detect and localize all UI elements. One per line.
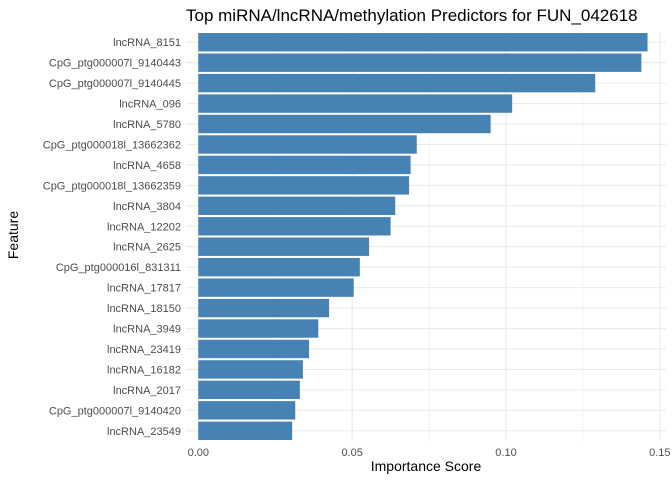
y-tick-label: lncRNA_2017 [113, 385, 181, 397]
y-tick-label: CpG_ptg000007l_9140443 [49, 58, 181, 70]
bar-lncRNA_23549 [198, 421, 293, 440]
x-axis-title: Importance Score [371, 458, 482, 474]
y-tick-label: lncRNA_17817 [107, 283, 181, 295]
grid-lines [186, 32, 666, 441]
chart-title: Top miRNA/lncRNA/methylation Predictors … [186, 6, 638, 25]
y-tick-label: lncRNA_3949 [113, 324, 181, 336]
y-tick-label: lncRNA_3804 [113, 201, 181, 213]
bar-CpG_ptg000007l_9140445 [198, 73, 596, 93]
x-tick-label: 0.05 [341, 447, 362, 459]
bar-lncRNA_4658 [198, 155, 411, 175]
y-tick-label: CpG_ptg000016l_831311 [56, 262, 181, 274]
y-tick-label: lncRNA_16182 [107, 364, 181, 376]
bar-CpG_ptg000007l_9140420 [198, 401, 296, 420]
bar-lncRNA_18150 [198, 298, 330, 318]
y-tick-label: lncRNA_5780 [113, 119, 181, 131]
y-tick-label: CpG_ptg000007l_9140445 [49, 78, 181, 90]
bar-lncRNA_3949 [198, 319, 319, 338]
y-tick-label: lncRNA_23419 [107, 344, 181, 356]
y-tick-label: CpG_ptg000018l_13662362 [43, 139, 181, 151]
bar-lncRNA_2625 [198, 237, 370, 256]
bar-CpG_ptg000018l_13662359 [198, 176, 410, 195]
bar-lncRNA_5780 [198, 114, 491, 134]
y-tick-label: lncRNA_12202 [107, 221, 181, 233]
x-tick-label: 0.10 [495, 447, 516, 459]
y-tick-label: CpG_ptg000007l_9140420 [49, 405, 181, 417]
bar-CpG_ptg000007l_9140443 [198, 53, 642, 72]
bars [198, 33, 648, 440]
bar-lncRNA_12202 [198, 217, 391, 236]
y-tick-labels: lncRNA_8151 CpG_ptg000007l_9140443 CpG_ptg… [43, 37, 181, 438]
x-tick-label: 0.15 [649, 447, 670, 459]
y-tick-label: lncRNA_23549 [107, 426, 181, 438]
x-tick-labels: 0.00 0.05 0.10 0.15 [188, 447, 671, 459]
x-tick-label: 0.00 [188, 447, 209, 459]
y-tick-label: lncRNA_18150 [107, 303, 181, 315]
y-tick-label: lncRNA_4658 [113, 160, 181, 172]
bar-lncRNA_8151 [198, 33, 648, 52]
y-tick-label: CpG_ptg000018l_13662359 [43, 180, 181, 192]
y-tick-label: lncRNA_2625 [113, 242, 181, 254]
bar-lncRNA_2017 [198, 380, 300, 400]
y-axis-title: Feature [5, 211, 21, 259]
bar-CpG_ptg000018l_13662362 [198, 135, 417, 154]
y-tick-label: lncRNA_096 [119, 99, 181, 111]
bar-lncRNA_096 [198, 94, 513, 113]
bar-lncRNA_23419 [198, 339, 310, 359]
bar-CpG_ptg000016l_831311 [198, 257, 360, 277]
bar-lncRNA_3804 [198, 196, 396, 216]
y-tick-label: lncRNA_8151 [113, 37, 181, 49]
bar-lncRNA_16182 [198, 360, 303, 379]
bar-lncRNA_17817 [198, 278, 354, 297]
